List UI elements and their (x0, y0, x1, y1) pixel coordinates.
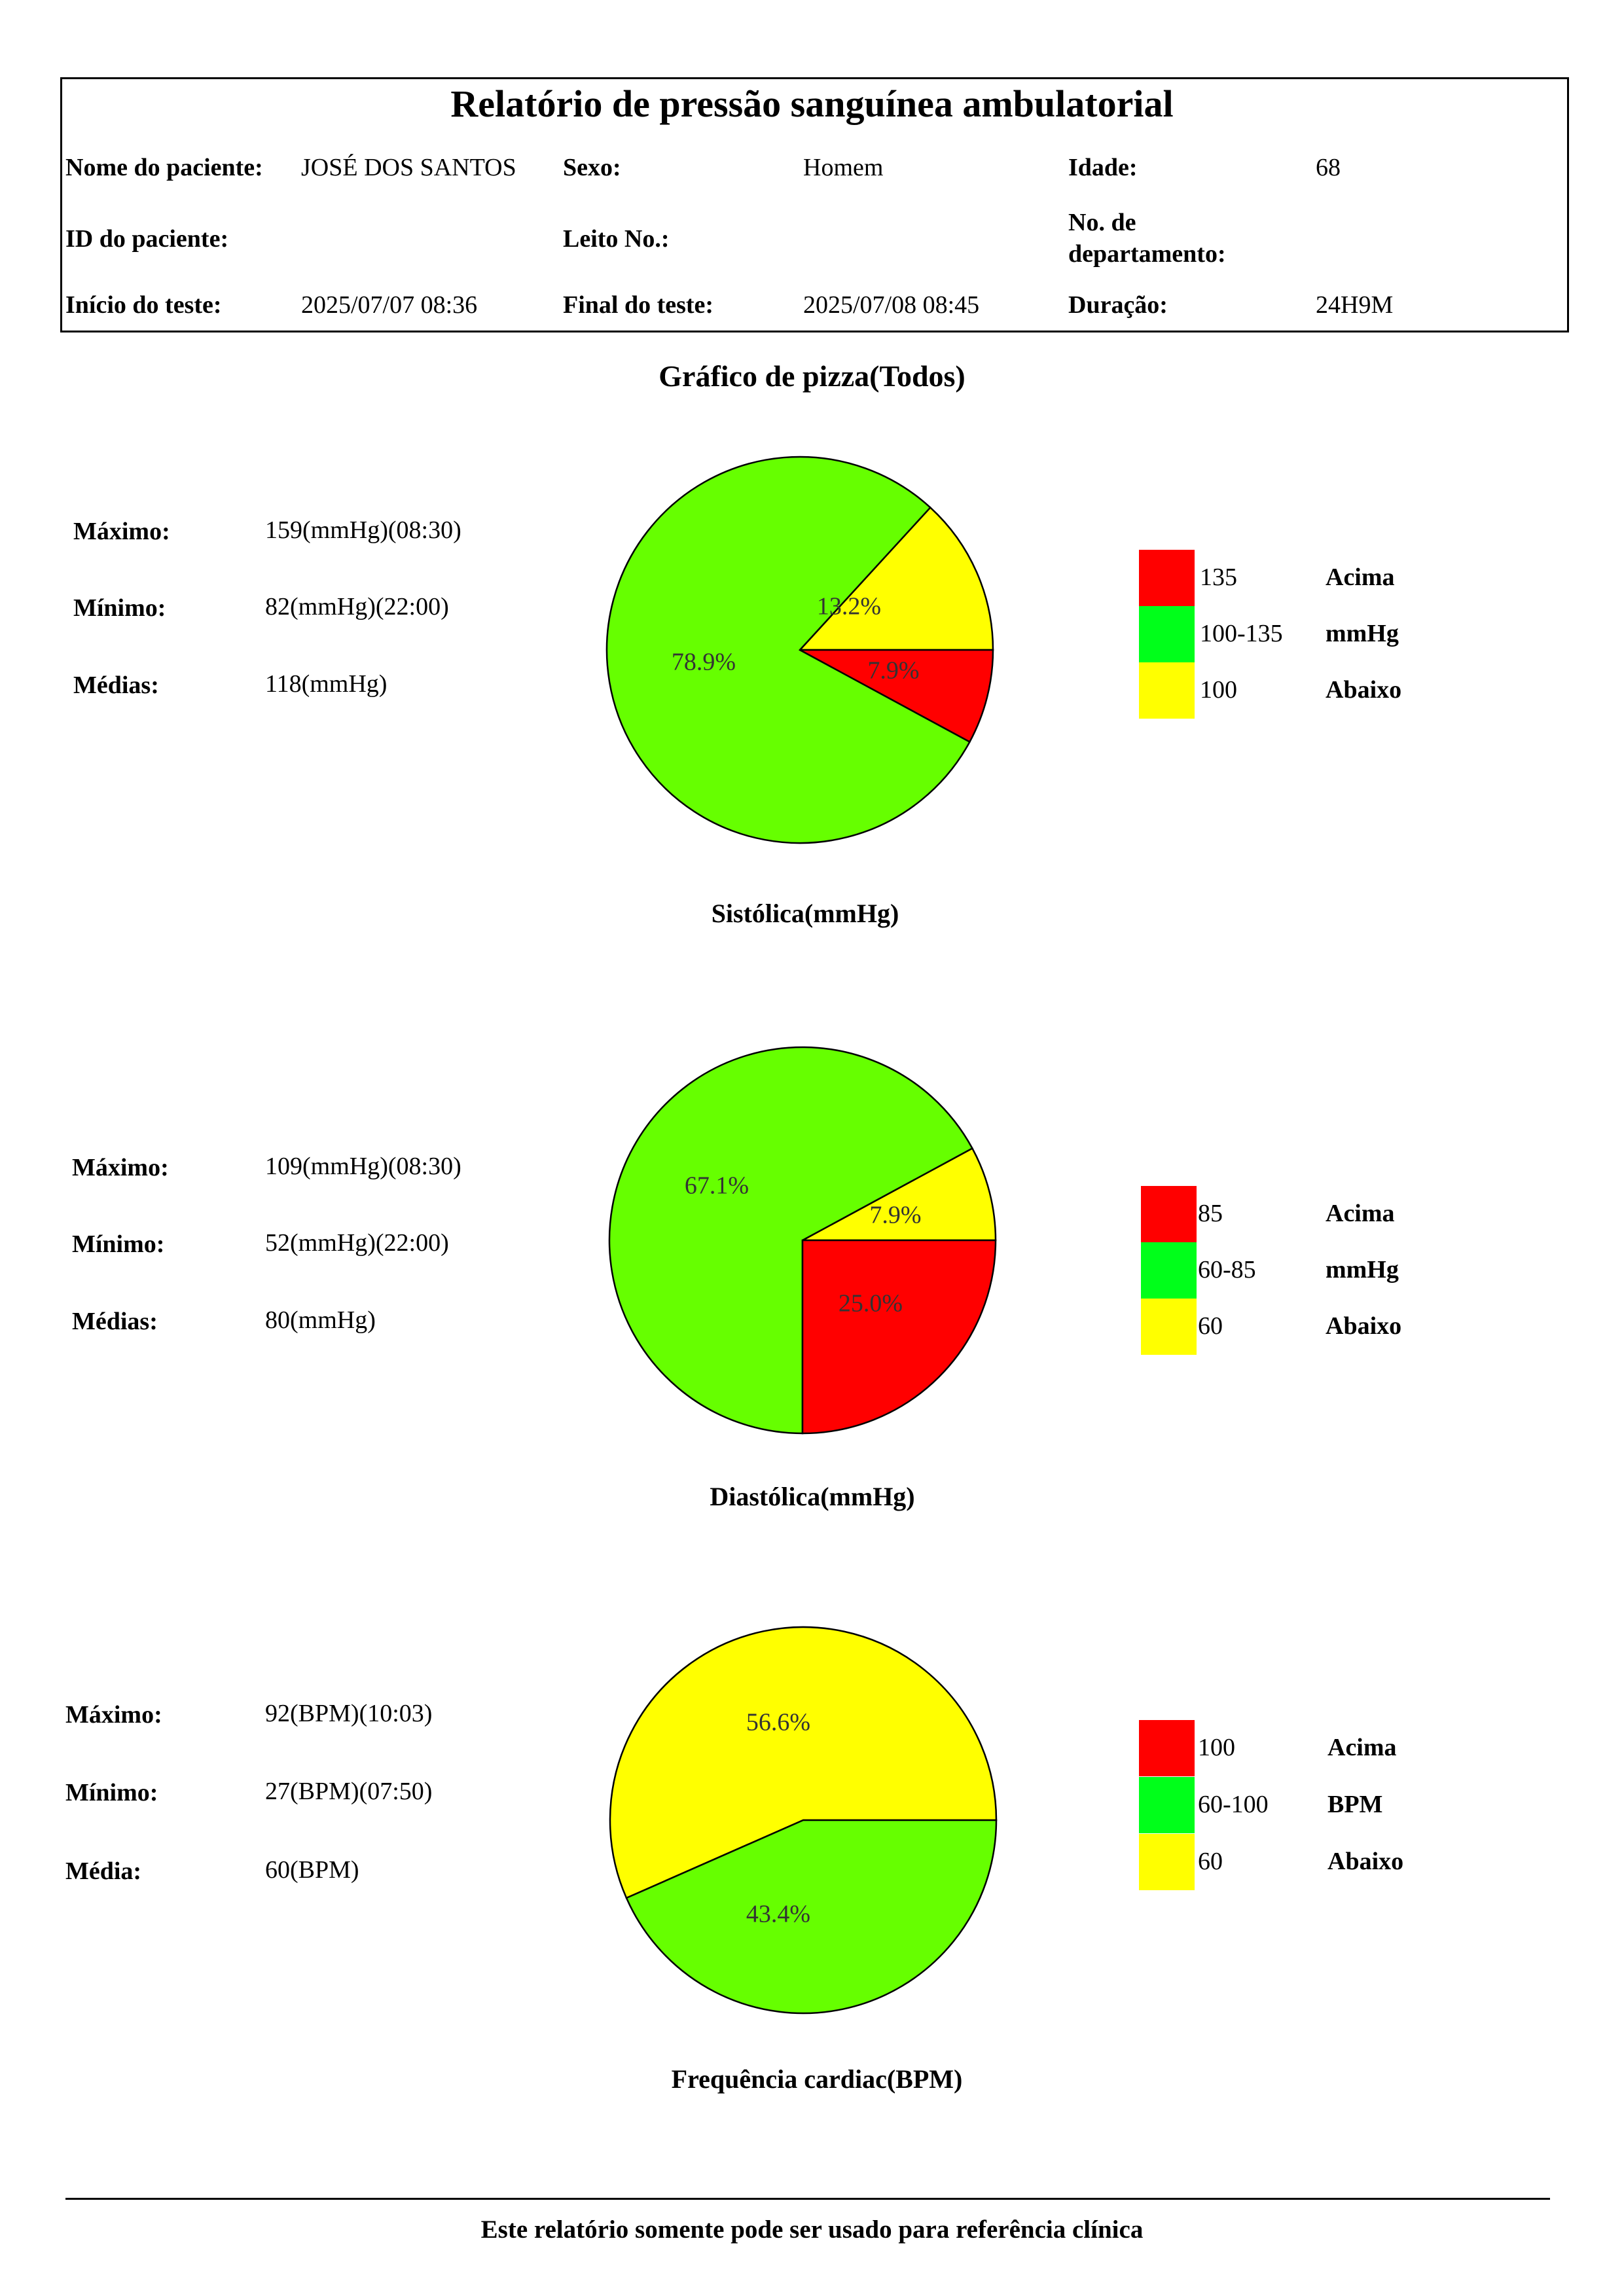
systolic-legend-range-below: 100 (1200, 676, 1237, 704)
heart-rate-pie-slice-2 (625, 1819, 998, 2015)
diastolic-legend-label-unit: mmHg (1326, 1256, 1399, 1283)
systolic-legend-swatch-normal (1139, 606, 1195, 662)
systolic-legend-label-unit: mmHg (1326, 620, 1399, 647)
systolic-pie-slice-0 (798, 506, 994, 651)
section-title: Gráfico de pizza(Todos) (659, 359, 965, 393)
diastolic-pie-slice-0 (802, 1147, 997, 1242)
heart-rate-avg-label: Média: (65, 1857, 142, 1885)
systolic-chart-title: Sistólica(mmHg) (711, 899, 899, 928)
duration-label: Duração: (1068, 291, 1168, 319)
heart-rate-pie-label-2: 43.4% (746, 1901, 810, 1928)
systolic-legend-swatch-below (1139, 662, 1195, 719)
sex-value: Homem (803, 154, 884, 181)
diastolic-legend-range-above: 85 (1198, 1200, 1223, 1227)
report-title: Relatório de pressão sanguínea ambulator… (450, 82, 1174, 125)
systolic-avg-value: 118(mmHg) (265, 670, 388, 698)
header-box (60, 77, 1569, 332)
heart-rate-legend-range-normal: 60-100 (1198, 1791, 1269, 1818)
diastolic-avg-label: Médias: (72, 1308, 158, 1335)
start-value: 2025/07/07 08:36 (301, 291, 478, 319)
heart-rate-legend-label-unit: BPM (1327, 1791, 1383, 1818)
patient-name-label: Nome do paciente: (65, 154, 263, 181)
heart-rate-min-value: 27(BPM)(07:50) (265, 1778, 433, 1805)
systolic-max-label: Máximo: (73, 518, 170, 545)
heart-rate-min-label: Mínimo: (65, 1779, 158, 1806)
systolic-legend-label-above: Acima (1326, 564, 1395, 591)
systolic-legend-range-above: 135 (1200, 564, 1237, 591)
heart-rate-legend-range-above: 100 (1198, 1734, 1235, 1761)
systolic-pie-label-1: 78.9% (672, 649, 736, 676)
heart-rate-max-value: 92(BPM)(10:03) (265, 1700, 433, 1727)
age-label: Idade: (1068, 154, 1138, 181)
systolic-legend-range-normal: 100-135 (1200, 620, 1283, 647)
patient-id-label: ID do paciente: (65, 225, 229, 253)
systolic-pie-slice-2 (799, 649, 994, 744)
heart-rate-pie-slice-1 (609, 1626, 998, 1899)
diastolic-avg-value: 80(mmHg) (265, 1306, 376, 1334)
duration-value: 24H9M (1316, 291, 1394, 319)
systolic-pie-slice-1 (605, 456, 971, 844)
diastolic-legend-swatch-normal (1141, 1242, 1197, 1299)
systolic-legend-label-below: Abaixo (1326, 676, 1402, 704)
end-label: Final do teste: (563, 291, 714, 319)
heart-rate-legend-range-below: 60 (1198, 1848, 1223, 1875)
heart-rate-pie-label-1: 56.6% (746, 1709, 810, 1736)
diastolic-legend-range-below: 60 (1198, 1312, 1223, 1340)
diastolic-min-value: 52(mmHg)(22:00) (265, 1229, 449, 1257)
heart-rate-legend-swatch-above (1139, 1720, 1195, 1776)
start-label: Início do teste: (65, 291, 222, 319)
systolic-avg-label: Médias: (73, 672, 159, 699)
diastolic-legend-swatch-above (1141, 1186, 1197, 1242)
heart-rate-legend-swatch-below (1139, 1834, 1195, 1890)
heart-rate-legend-label-above: Acima (1327, 1734, 1397, 1761)
systolic-min-label: Mínimo: (73, 594, 166, 622)
bed-label: Leito No.: (563, 225, 670, 253)
systolic-legend-swatch-above (1139, 550, 1195, 606)
systolic-max-value: 159(mmHg)(08:30) (265, 516, 461, 544)
diastolic-legend-swatch-below (1141, 1299, 1197, 1355)
heart-rate-chart-title: Frequência cardiac(BPM) (671, 2064, 963, 2094)
diastolic-legend-label-below: Abaixo (1326, 1312, 1402, 1340)
footer-divider (65, 2198, 1550, 2200)
diastolic-max-label: Máximo: (72, 1154, 169, 1181)
systolic-min-value: 82(mmHg)(22:00) (265, 593, 449, 620)
diastolic-pie-label-0: 7.9% (869, 1202, 921, 1229)
diastolic-pie-label-1: 67.1% (685, 1172, 749, 1200)
diastolic-min-label: Mínimo: (72, 1230, 165, 1258)
end-value: 2025/07/08 08:45 (803, 291, 980, 319)
heart-rate-legend-label-below: Abaixo (1327, 1848, 1404, 1875)
systolic-pie-label-0: 13.2% (817, 593, 881, 620)
footer-note: Este relatório somente pode ser usado pa… (480, 2215, 1144, 2244)
diastolic-legend-range-normal: 60-85 (1198, 1256, 1256, 1283)
heart-rate-max-label: Máximo: (65, 1701, 162, 1729)
department-label-line2: departamento: (1068, 240, 1226, 268)
heart-rate-avg-value: 60(BPM) (265, 1856, 359, 1884)
systolic-pie-label-2: 7.9% (867, 657, 919, 685)
diastolic-pie-slice-2 (801, 1239, 997, 1435)
diastolic-max-value: 109(mmHg)(08:30) (265, 1153, 461, 1180)
diastolic-legend-label-above: Acima (1326, 1200, 1395, 1227)
patient-name-value: JOSÉ DOS SANTOS (301, 154, 516, 181)
sex-label: Sexo: (563, 154, 621, 181)
diastolic-pie-label-2: 25.0% (839, 1290, 903, 1318)
diastolic-pie-slice-1 (608, 1046, 974, 1435)
department-label-line1: No. de (1068, 209, 1136, 236)
diastolic-chart-title: Diastólica(mmHg) (710, 1482, 915, 1511)
age-value: 68 (1316, 154, 1341, 181)
heart-rate-legend-swatch-normal (1139, 1777, 1195, 1833)
